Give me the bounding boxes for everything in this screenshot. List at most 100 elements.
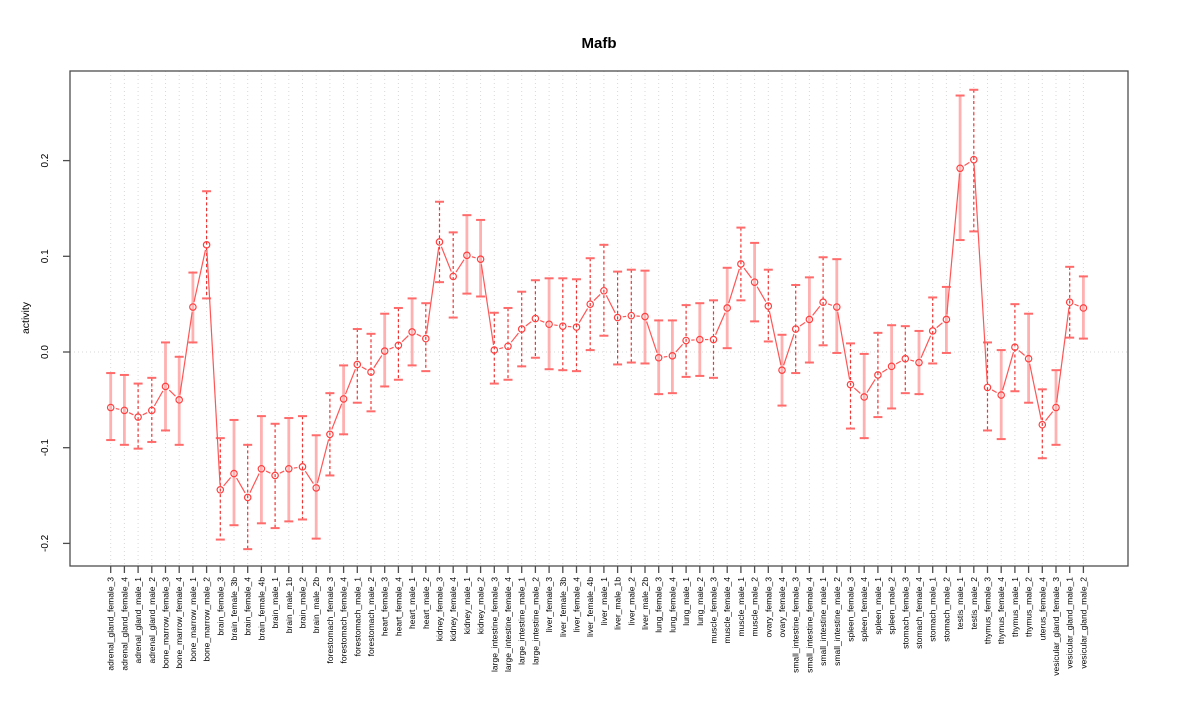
x-tick-label: liver_male_2b [640,577,650,630]
y-tick-label: -0.2 [40,534,51,552]
data-point [997,391,1006,399]
x-tick-label: adrenal_gland_male_2 [147,577,157,664]
data-point [504,342,512,351]
data-point [1079,304,1088,312]
series-line-segment [946,173,961,315]
x-tick-label: brain_female_3b [229,577,239,641]
x-tick-label: vesicular_gland_male_2 [1078,577,1088,669]
data-point [846,380,855,389]
x-tick-label: spleen_female_3 [846,577,856,642]
data-point [148,406,156,415]
x-tick-label: brain_male_1b [284,577,294,634]
series-line-segment [361,366,367,371]
data-point [1011,343,1019,352]
series-line-segment [1074,303,1079,307]
data-point [627,311,636,320]
data-point [545,320,553,329]
x-tick-label: heart_female_3 [380,577,390,636]
x-tick-label: liver_female_3 [544,577,554,633]
x-tick-label: large_intestine_female_4 [503,577,513,672]
series-line-segment [304,470,314,484]
data-point [874,371,882,379]
x-tick-label: vesicular_gland_female_3 [1051,577,1061,676]
data-point [189,303,197,311]
data-point [558,322,567,330]
data-point [271,471,279,480]
x-tick-label: thymus_female_4 [996,577,1006,644]
data-point [339,395,348,403]
data-point [832,303,841,311]
series-line-segment [756,286,767,302]
data-point [654,353,663,362]
data-point [202,241,211,249]
data-point [942,315,951,324]
series-line-segment [910,359,915,362]
series-line-segment [605,295,616,314]
x-tick-label: brain_male_1 [270,577,280,629]
data-point [819,298,827,307]
x-tick-label: brain_male_2 [298,577,308,629]
series-line-segment [991,389,997,394]
data-point [449,272,458,281]
series-line-segment [675,343,684,353]
data-point [326,430,334,439]
data-point [695,335,704,344]
data-point [1065,298,1074,307]
x-tick-label: lung_male_1 [681,577,691,626]
x-tick-label: adrenal_gland_female_4 [119,577,129,671]
series-line-segment [1018,350,1026,356]
data-point [284,464,293,473]
x-tick-label: stomach_male_2 [941,577,951,642]
series-line-segment [812,305,821,316]
series-line-segment [115,407,120,410]
series-line-segment [728,268,740,304]
x-tick-label: lung_female_4 [667,577,677,633]
data-point [134,413,142,421]
series-line-segment [837,312,851,380]
x-tick-label: liver_female_4 [572,577,582,633]
series-line-segment [425,247,440,334]
data-point [901,354,910,363]
x-tick-label: large_intestine_male_2 [530,577,540,665]
series-line-segment [768,311,782,366]
x-tick-label: thymus_male_2 [1024,577,1034,637]
x-tick-label: muscle_female_3 [709,577,719,644]
series-line-segment [440,246,452,272]
x-tick-label: kidney_female_4 [448,577,458,642]
data-point [915,358,923,367]
data-point [161,382,170,391]
x-tick-label: brain_male_2b [311,577,321,634]
x-tick-label: brain_female_4b [256,577,266,641]
series-line-segment [646,321,658,353]
chart-title: Mafb [581,35,617,52]
series-line-segment [179,312,193,395]
series-line-segment [1002,352,1015,391]
plot-border [69,70,1129,567]
x-tick-label: kidney_male_2 [476,577,486,634]
x-tick-label: brain_female_3 [215,577,225,636]
x-tick-label: bone_marrow_female_4 [174,577,184,669]
series-line-segment [265,470,271,474]
data-point [490,346,499,354]
data-point [435,238,444,246]
series-line-segment [525,321,532,327]
x-tick-label: liver_female_3b [558,577,568,637]
x-tick-label: kidney_female_3 [435,577,445,642]
data-point [476,255,485,263]
x-tick-label: forestomach_male_1 [352,577,362,657]
data-point [750,278,759,286]
x-tick-label: brain_female_4 [243,577,253,636]
x-tick-label: bone_marrow_male_2 [202,577,212,662]
x-tick-label: small_intestine_male_2 [832,577,842,666]
series-line-segment [973,164,988,383]
y-tick-label: 0.2 [40,153,51,167]
data-point [860,393,869,401]
data-point [641,312,649,321]
series-line-segment [593,293,601,301]
y-tick-label: -0.1 [40,439,51,457]
x-tick-label: spleen_male_2 [887,577,897,635]
series-line-segment [471,256,476,259]
x-tick-label: testis_male_1 [955,577,965,630]
x-tick-label: heart_female_4 [393,577,403,636]
data-point [353,360,362,369]
